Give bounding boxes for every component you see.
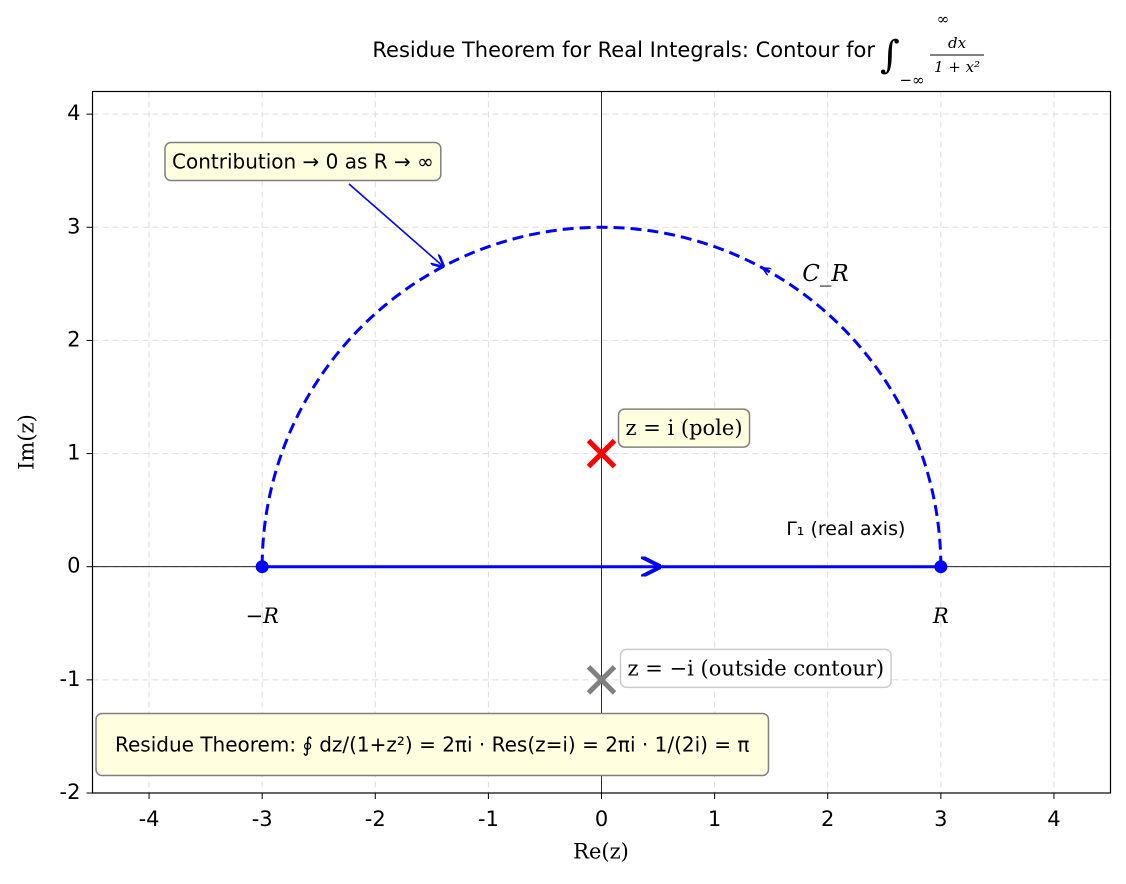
y-tick-label: 0: [67, 554, 80, 578]
x-tick-label: 2: [821, 807, 834, 831]
x-tick-label: 3: [934, 807, 947, 831]
pole-stroke: [586, 665, 617, 695]
y-axis-label: Im(z): [15, 414, 39, 470]
label-box: [619, 648, 892, 689]
x-tick-label: 4: [1047, 807, 1060, 831]
endpoint: [934, 560, 948, 574]
label-box: [95, 712, 770, 777]
semicircle-arc: [260, 225, 943, 567]
arc-label: C_R: [802, 261, 848, 287]
label-box: [617, 408, 751, 448]
plot-frame: [91, 90, 1112, 794]
pole-label: z = −i (outside contour): [628, 656, 885, 680]
x-tick-label: -3: [252, 807, 273, 831]
x-tick-label: -2: [365, 807, 386, 831]
chart-title: Residue Theorem for Real Integrals: Cont…: [372, 38, 875, 62]
y-tick-label: 1: [67, 441, 80, 465]
y-tick-label: -1: [60, 667, 81, 691]
y-tick-label: 4: [67, 101, 80, 125]
x-tick-label: 1: [708, 807, 721, 831]
y-tick-label: 2: [67, 327, 80, 351]
title-denominator: 1 + x²: [934, 58, 980, 76]
label-box: [164, 141, 442, 182]
x-tick-label: -4: [139, 807, 160, 831]
x-tick-label: 0: [595, 807, 608, 831]
endpoint-label: R: [932, 604, 949, 628]
title-lower: −∞: [899, 71, 924, 89]
x-axis-label: Re(z): [573, 840, 629, 864]
y-tick-label: -2: [60, 780, 81, 804]
formula: Residue Theorem: ∮ dz/(1+z²) = 2πi · Res…: [115, 733, 749, 757]
pole-stroke: [586, 438, 617, 469]
y-tick-label: 3: [67, 214, 80, 238]
pole-marker: [586, 665, 617, 695]
pole-marker: [586, 438, 617, 469]
endpoint-label: −R: [245, 604, 279, 628]
real-axis-label: Γ₁ (real axis): [786, 518, 905, 540]
pole-label: z = i (pole): [626, 416, 743, 440]
title-numerator: dx: [948, 34, 967, 52]
title-integral: ∫: [880, 33, 900, 77]
title-upper: ∞: [937, 10, 950, 28]
annotation: Contribution → 0 as R → ∞: [172, 150, 434, 174]
annotation-arrow: [348, 183, 443, 266]
x-tick-label: -1: [478, 807, 499, 831]
endpoint: [255, 560, 269, 574]
